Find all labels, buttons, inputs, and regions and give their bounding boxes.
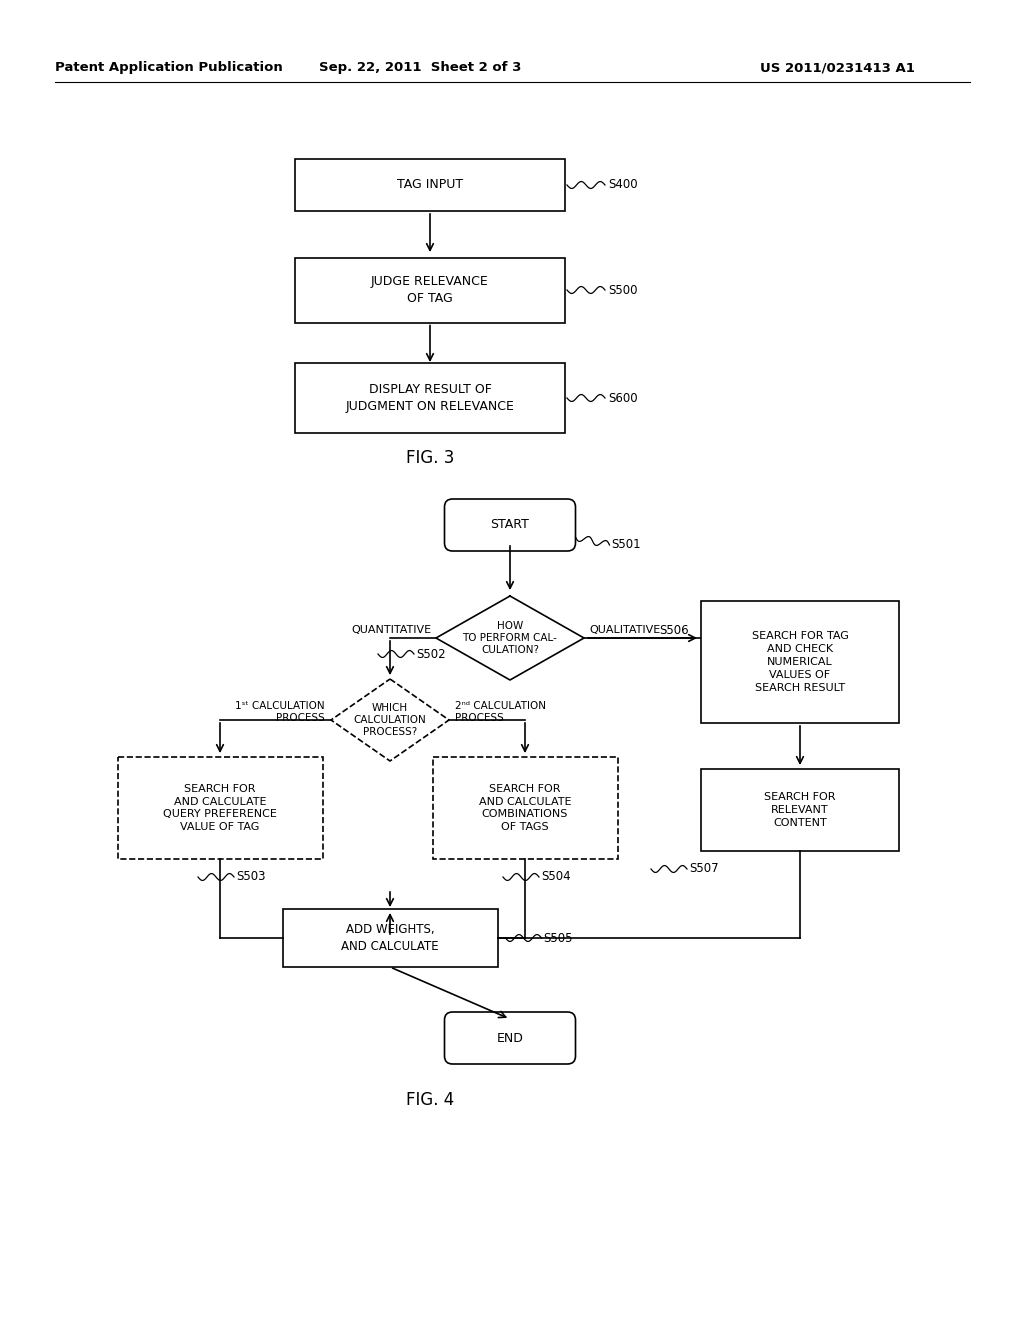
- Text: S507: S507: [689, 862, 719, 875]
- Text: S505: S505: [544, 932, 573, 945]
- Text: QUALITATIVE: QUALITATIVE: [589, 624, 660, 635]
- FancyBboxPatch shape: [444, 499, 575, 550]
- Text: S506: S506: [659, 623, 688, 636]
- Text: S501: S501: [611, 539, 641, 552]
- FancyBboxPatch shape: [432, 756, 617, 859]
- Text: ADD WEIGHTS,
AND CALCULATE: ADD WEIGHTS, AND CALCULATE: [341, 923, 439, 953]
- FancyBboxPatch shape: [701, 770, 899, 851]
- Text: FIG. 4: FIG. 4: [406, 1092, 454, 1109]
- Text: S600: S600: [608, 392, 638, 404]
- Text: Patent Application Publication: Patent Application Publication: [55, 62, 283, 74]
- Text: TAG INPUT: TAG INPUT: [397, 178, 463, 191]
- Text: SEARCH FOR
AND CALCULATE
QUERY PREFERENCE
VALUE OF TAG: SEARCH FOR AND CALCULATE QUERY PREFERENC…: [163, 784, 276, 832]
- FancyBboxPatch shape: [701, 601, 899, 723]
- Text: WHICH
CALCULATION
PROCESS?: WHICH CALCULATION PROCESS?: [353, 702, 426, 738]
- Text: SEARCH FOR
RELEVANT
CONTENT: SEARCH FOR RELEVANT CONTENT: [764, 792, 836, 828]
- FancyBboxPatch shape: [295, 158, 565, 211]
- Text: S500: S500: [608, 284, 638, 297]
- Text: S400: S400: [608, 178, 638, 191]
- Text: S502: S502: [416, 648, 445, 660]
- FancyBboxPatch shape: [283, 909, 498, 968]
- FancyBboxPatch shape: [295, 257, 565, 322]
- Text: SEARCH FOR
AND CALCULATE
COMBINATIONS
OF TAGS: SEARCH FOR AND CALCULATE COMBINATIONS OF…: [479, 784, 571, 832]
- Text: DISPLAY RESULT OF
JUDGMENT ON RELEVANCE: DISPLAY RESULT OF JUDGMENT ON RELEVANCE: [345, 383, 514, 413]
- Text: FIG. 3: FIG. 3: [406, 449, 455, 467]
- Text: QUANTITATIVE: QUANTITATIVE: [351, 624, 431, 635]
- Text: S503: S503: [236, 870, 265, 883]
- Text: SEARCH FOR TAG
AND CHECK
NUMERICAL
VALUES OF
SEARCH RESULT: SEARCH FOR TAG AND CHECK NUMERICAL VALUE…: [752, 631, 849, 693]
- Text: JUDGE RELEVANCE
OF TAG: JUDGE RELEVANCE OF TAG: [371, 276, 488, 305]
- Polygon shape: [436, 597, 584, 680]
- Text: Sep. 22, 2011  Sheet 2 of 3: Sep. 22, 2011 Sheet 2 of 3: [318, 62, 521, 74]
- Text: START: START: [490, 519, 529, 532]
- Polygon shape: [331, 678, 449, 762]
- FancyBboxPatch shape: [118, 756, 323, 859]
- Text: S504: S504: [541, 870, 570, 883]
- Text: 2ⁿᵈ CALCULATION
PROCESS: 2ⁿᵈ CALCULATION PROCESS: [455, 701, 546, 723]
- Text: END: END: [497, 1031, 523, 1044]
- FancyBboxPatch shape: [295, 363, 565, 433]
- Text: 1ˢᵗ CALCULATION
PROCESS: 1ˢᵗ CALCULATION PROCESS: [236, 701, 325, 723]
- Text: US 2011/0231413 A1: US 2011/0231413 A1: [760, 62, 914, 74]
- FancyBboxPatch shape: [444, 1012, 575, 1064]
- Text: HOW
TO PERFORM CAL-
CULATION?: HOW TO PERFORM CAL- CULATION?: [463, 620, 557, 656]
